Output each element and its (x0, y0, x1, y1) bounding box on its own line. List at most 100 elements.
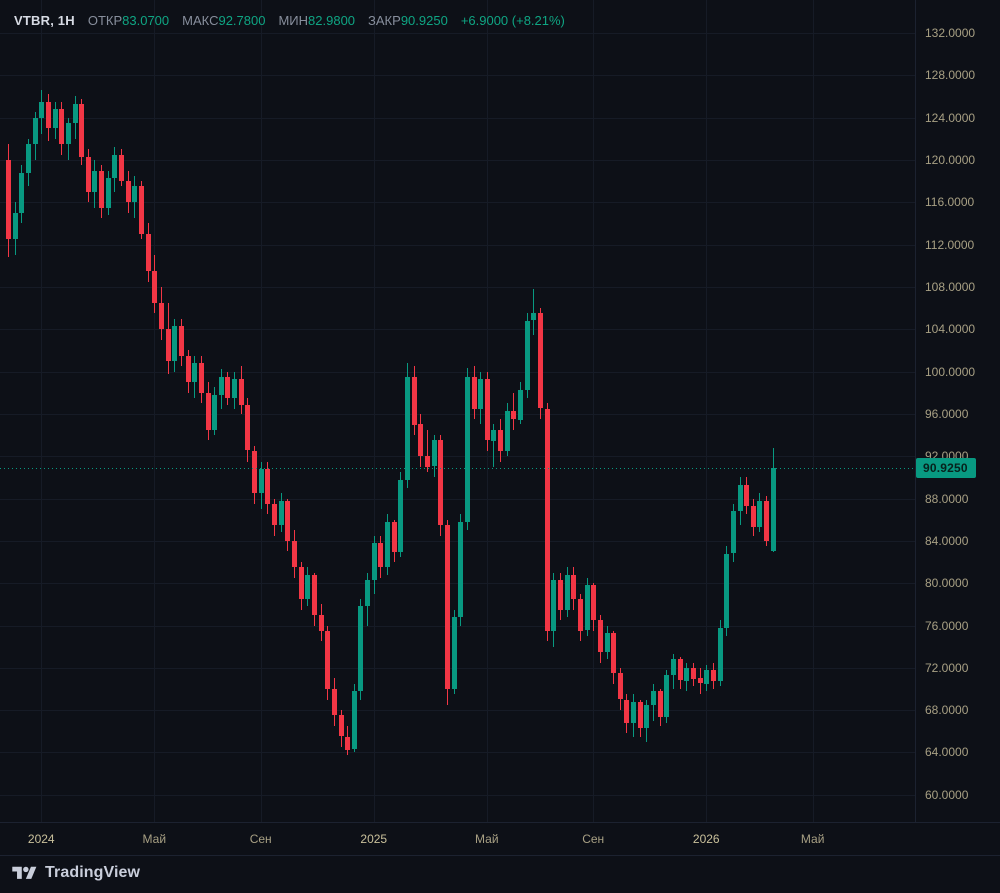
candle (159, 287, 164, 340)
candle (6, 144, 11, 257)
symbol-title[interactable]: VTBR, 1H (14, 13, 75, 28)
candle (445, 520, 450, 705)
price-tick-label: 128.0000 (925, 68, 976, 83)
candle (245, 398, 250, 462)
candle (279, 493, 284, 532)
candle (724, 546, 729, 636)
time-tick-label: Май (142, 832, 167, 846)
candle (744, 477, 749, 514)
legend-low-value: 82.9800 (308, 13, 356, 28)
candle (19, 165, 24, 223)
candle (611, 631, 616, 684)
price-tick-label: 112.0000 (925, 237, 975, 252)
candle (631, 694, 636, 737)
price-tick-label: 116.0000 (925, 195, 975, 210)
legend-close-value: 90.9250 (400, 13, 448, 28)
candle (771, 448, 776, 552)
candle (166, 303, 171, 374)
price-tick-label: 96.0000 (925, 406, 969, 421)
candle (259, 462, 264, 509)
candle (518, 382, 523, 424)
candle (398, 472, 403, 557)
legend-low-label: МИН (278, 13, 309, 28)
tradingview-logo-icon[interactable] (12, 864, 37, 883)
candle (651, 684, 656, 721)
candle (365, 573, 370, 626)
candle (438, 435, 443, 536)
candle (691, 663, 696, 686)
price-tick-label: 100.0000 (925, 364, 976, 379)
time-tick-label: 2025 (360, 832, 388, 846)
candle (644, 700, 649, 742)
legend-low: МИН82.9800 (278, 13, 355, 28)
candle (192, 356, 197, 398)
tradingview-brand[interactable]: TradingView (45, 864, 141, 881)
candle (418, 414, 423, 467)
time-tick-label: Сен (582, 832, 605, 846)
legend-change: +6.9000 (+8.21%) (460, 13, 565, 28)
legend-high: МАКС92.7800 (182, 13, 265, 28)
candle (485, 372, 490, 451)
candle (352, 684, 357, 752)
candlestick-chart[interactable] (0, 0, 915, 822)
candle (179, 319, 184, 366)
last-price-label[interactable]: 90.9250 (916, 457, 976, 478)
candle (358, 599, 363, 700)
candle (272, 499, 277, 536)
price-axis[interactable]: 90.9250 132.0000 128.0000 124.0000 120.0000… (915, 0, 1000, 822)
candle (59, 102, 64, 155)
candle (738, 477, 743, 525)
candle (505, 403, 510, 456)
candle (26, 139, 31, 186)
candle (545, 403, 550, 641)
candle (152, 255, 157, 313)
attribution[interactable]: TradingView (12, 857, 140, 889)
candle (385, 514, 390, 575)
candle (106, 171, 111, 215)
time-axis[interactable]: 2024 Май Сен 2025 Май Сен 2026 Май (0, 822, 1000, 856)
price-tick-label: 124.0000 (925, 110, 976, 125)
price-tick-label: 120.0000 (925, 152, 976, 167)
candle (684, 663, 689, 691)
candle (292, 530, 297, 578)
candle (711, 663, 716, 689)
candle (332, 678, 337, 726)
price-tick-label: 76.0000 (925, 618, 969, 633)
candle (678, 657, 683, 689)
legend-high-value: 92.7800 (218, 13, 266, 28)
candle (551, 573, 556, 647)
price-tick-label: 108.0000 (925, 279, 976, 294)
candle (225, 372, 230, 405)
candle (99, 165, 104, 218)
candle (511, 393, 516, 430)
legend-open-value: 83.0700 (122, 13, 170, 28)
candles (6, 90, 776, 755)
candle (525, 313, 530, 398)
chart-plot-area[interactable]: VTBR, 1H ОТКР83.0700 МАКС92.7800 МИН82.9… (0, 0, 915, 822)
candle (598, 615, 603, 663)
candle (757, 493, 762, 532)
candle (565, 567, 570, 617)
candle (39, 90, 44, 134)
candle (378, 536, 383, 578)
candle (186, 350, 191, 393)
candle (491, 424, 496, 467)
candle (139, 181, 144, 239)
candle (764, 496, 769, 546)
legend-close-label: ЗАКР (368, 13, 401, 28)
candle (472, 366, 477, 419)
candle (731, 504, 736, 562)
candle (452, 610, 457, 694)
candle (591, 583, 596, 631)
candle (412, 366, 417, 435)
candle (305, 567, 310, 606)
candle (339, 710, 344, 747)
candle (126, 171, 131, 213)
candle (212, 387, 217, 435)
candle (239, 366, 244, 414)
candle (66, 118, 71, 160)
candle (585, 578, 590, 636)
price-tick-label: 104.0000 (925, 322, 976, 337)
candle (53, 102, 58, 139)
